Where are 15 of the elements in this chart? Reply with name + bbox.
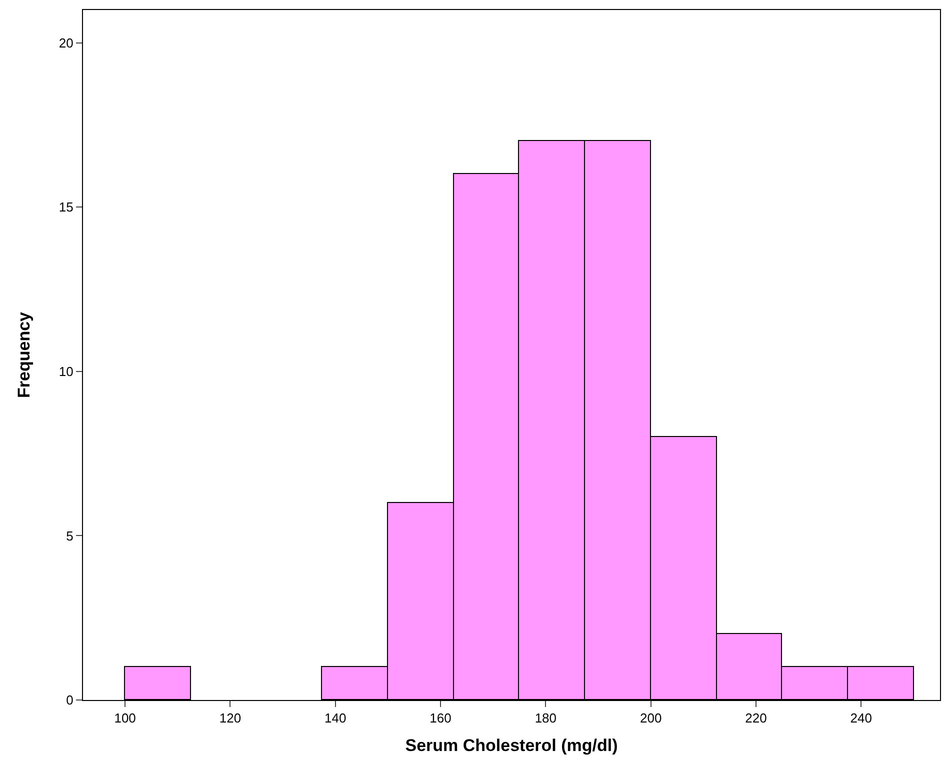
x-axis-title: Serum Cholesterol (mg/dl) <box>405 736 618 755</box>
x-tick-label: 100 <box>114 710 136 726</box>
y-tick-label: 0 <box>66 692 74 708</box>
x-tick-label: 240 <box>850 710 872 726</box>
x-tick-label: 120 <box>219 710 242 726</box>
x-tick-label: 220 <box>745 710 767 726</box>
y-tick-label: 10 <box>58 364 74 379</box>
x-tick-label: 140 <box>324 710 346 726</box>
x-tick-label: 200 <box>640 710 662 726</box>
y-tick-label: 20 <box>58 35 74 50</box>
y-axis-title: Frequency <box>14 311 34 398</box>
y-tick-label: 15 <box>58 200 74 215</box>
x-tick-label: 180 <box>534 710 557 726</box>
y-tick-label: 5 <box>66 528 74 544</box>
x-tick-label: 160 <box>430 710 452 726</box>
